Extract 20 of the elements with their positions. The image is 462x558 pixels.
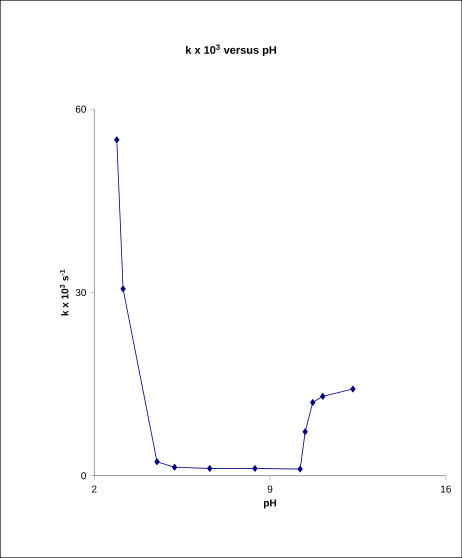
point — [114, 136, 120, 144]
y-tick-label: 30 — [76, 288, 86, 296]
point — [172, 464, 178, 471]
point — [120, 285, 126, 292]
point — [310, 399, 316, 406]
x-tick-label: 2 — [92, 486, 96, 493]
point — [207, 465, 212, 472]
y-tick-label: 0 — [81, 472, 86, 480]
point — [252, 465, 258, 472]
point — [154, 458, 160, 466]
point — [302, 428, 308, 436]
point — [297, 466, 303, 472]
chart-title: k x 10$^{3}$ versus pH — [186, 44, 276, 56]
point — [350, 386, 356, 392]
x-axis-title: pH — [264, 500, 276, 508]
x-tick-label: 9 — [268, 486, 272, 493]
y-tick-label: 60 — [76, 106, 86, 113]
point — [320, 392, 326, 400]
x-tick-label: 16 — [440, 486, 451, 493]
y-axis-title: k x 10$^{3}$ s$^{-1}$ — [60, 270, 68, 316]
